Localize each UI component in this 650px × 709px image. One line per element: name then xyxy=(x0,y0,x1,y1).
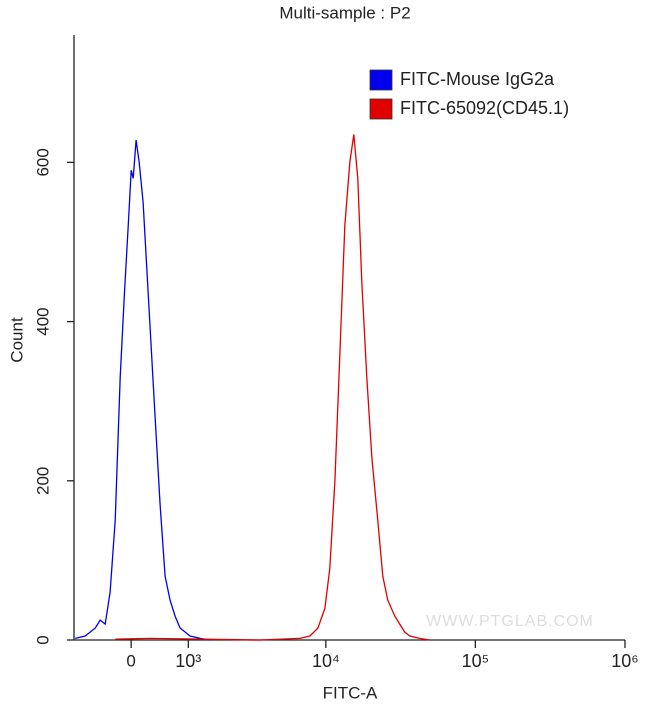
legend-swatch xyxy=(369,98,393,120)
x-tick-label: 10⁶ xyxy=(611,651,638,671)
y-tick-label: 600 xyxy=(33,148,52,176)
y-tick-label: 200 xyxy=(33,467,52,495)
legend-label: FITC-65092(CD45.1) xyxy=(400,98,569,118)
y-axis-label: Count xyxy=(7,317,26,363)
series-line xyxy=(75,140,211,641)
x-axis-label: FITC-A xyxy=(323,683,378,702)
x-tick-label: 0 xyxy=(126,651,135,670)
x-tick-label: 10³ xyxy=(175,651,201,671)
chart-title: Multi-sample : P2 xyxy=(279,3,410,22)
legend-swatch xyxy=(369,69,393,91)
x-tick-label: 10⁵ xyxy=(462,651,489,671)
y-tick-label: 400 xyxy=(33,307,52,335)
series-line xyxy=(115,134,430,641)
legend-label: FITC-Mouse IgG2a xyxy=(400,69,555,89)
watermark: WWW.PTGLAB.COM xyxy=(426,613,594,630)
x-tick-label: 10⁴ xyxy=(312,651,340,671)
y-tick-label: 0 xyxy=(33,635,52,644)
